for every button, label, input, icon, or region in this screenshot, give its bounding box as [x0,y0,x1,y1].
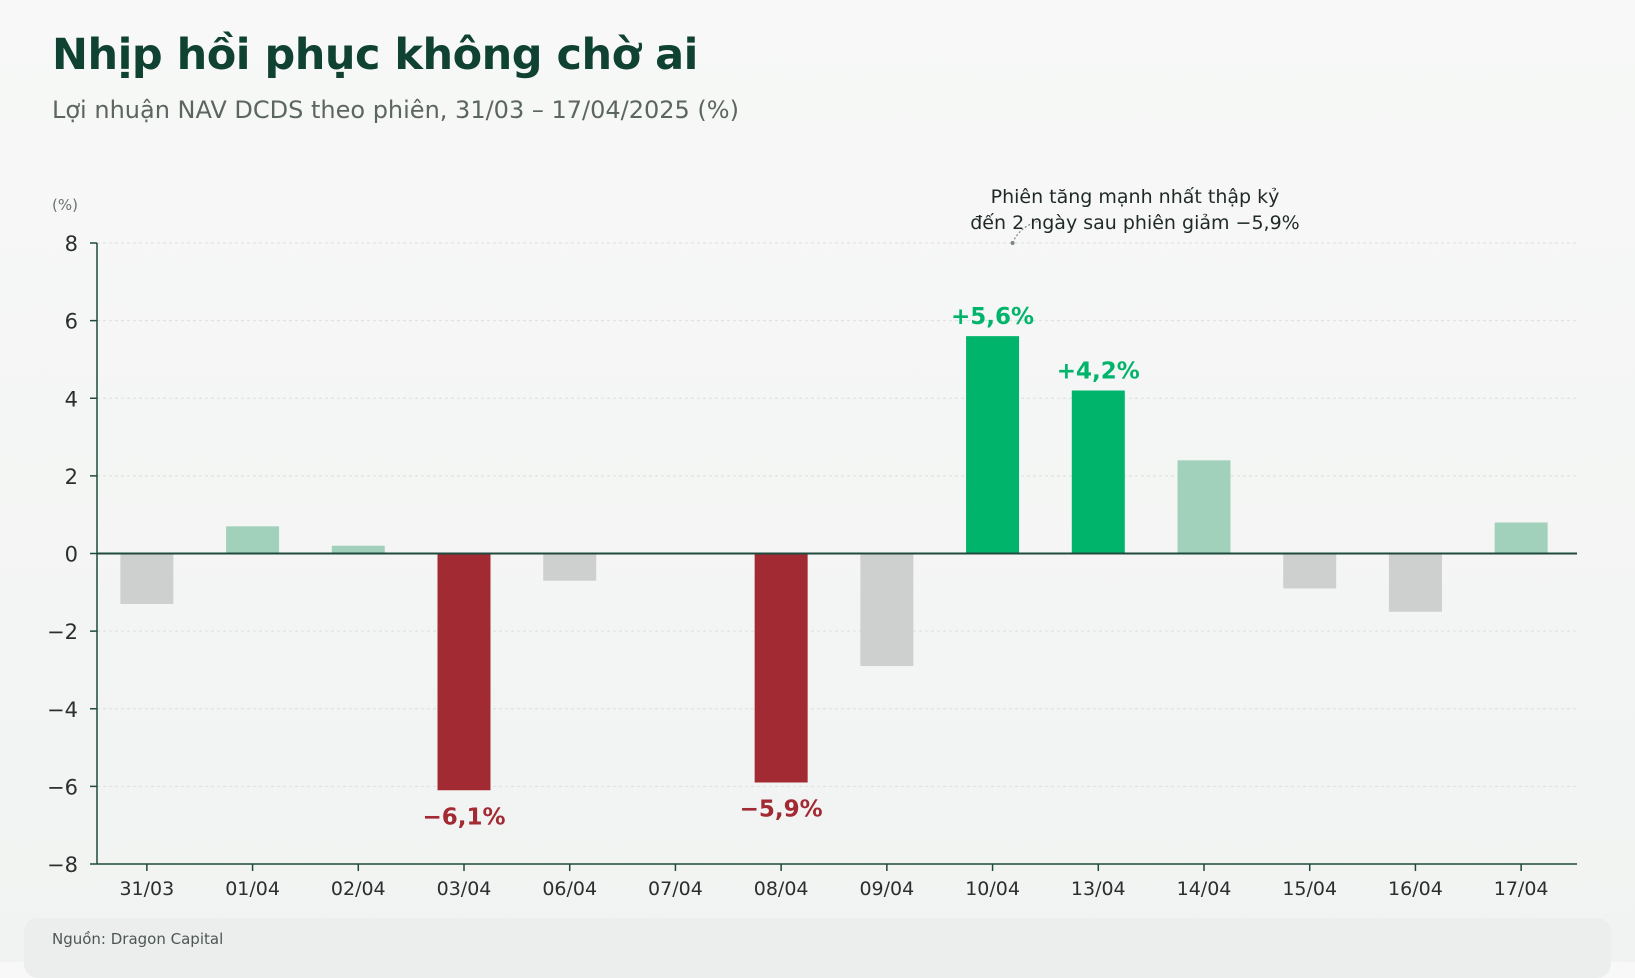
bar-13-04 [1071,390,1125,554]
x-tick-label: 17/04 [1494,878,1549,900]
bar-16-04 [1388,553,1442,612]
bar-14-04 [1177,460,1231,554]
x-tick-label: 16/04 [1388,878,1443,900]
annotation-text: đến 2 ngày sau phiên giảm −5,9% [970,212,1300,234]
y-axis-label: (%) [52,196,78,214]
x-tick-label: 14/04 [1177,878,1232,900]
bars [120,336,1548,791]
x-tick-label: 08/04 [754,878,809,900]
bar-10-04 [966,336,1020,554]
data-label: −5,9% [740,796,823,822]
source-text: Nguồn: Dragon Capital [52,930,224,948]
bar-02-04 [331,545,385,554]
y-tick-label: 4 [65,387,78,411]
x-tick-label: 15/04 [1282,878,1337,900]
y-tick-label: 6 [65,310,78,334]
axes [90,242,1577,871]
y-tick-label: 8 [65,232,78,256]
bar-17-04 [1494,522,1548,554]
annotation-text: Phiên tăng mạnh nhất thập kỷ [991,186,1280,208]
x-tick-label: 13/04 [1071,878,1126,900]
x-tick-label: 31/03 [119,878,174,900]
x-tick-label: 06/04 [542,878,597,900]
bar-01-04 [226,526,280,554]
bar-15-04 [1283,553,1337,589]
bar-31-03 [120,553,174,604]
x-tick-label: 10/04 [965,878,1020,900]
bar-03-04 [437,553,491,791]
source-footer: Nguồn: Dragon Capital [24,918,1611,978]
chart-title: Nhịp hồi phục không chờ ai [52,30,698,80]
x-tick-label: 01/04 [225,878,280,900]
data-label: −6,1% [422,804,505,830]
y-tick-label: 0 [65,543,78,567]
x-tick-label: 09/04 [859,878,914,900]
data-label: +5,6% [951,304,1034,330]
y-tick-label: 2 [65,465,78,489]
data-label: +4,2% [1057,358,1140,384]
annotation-connector [1012,220,1041,244]
bar-09-04 [860,553,914,667]
x-tick-label: 03/04 [437,878,492,900]
bar-06-04 [543,553,597,581]
y-tick-label: −2 [47,620,78,644]
x-tick-label: 02/04 [331,878,386,900]
y-tick-label: −8 [47,853,78,877]
y-tick-label: −6 [47,775,78,799]
x-tick-label: 07/04 [648,878,703,900]
labels: 8 6 4 2 0 −2 −4 −6 −8 (%) 31/03 01/04 02/04 03/04 06/0… [47,186,1548,900]
y-tick-label: −4 [47,698,78,722]
chart-subtitle: Lợi nhuận NAV DCDS theo phiên, 31/03 – 1… [52,96,739,124]
bar-08-04 [754,553,808,783]
